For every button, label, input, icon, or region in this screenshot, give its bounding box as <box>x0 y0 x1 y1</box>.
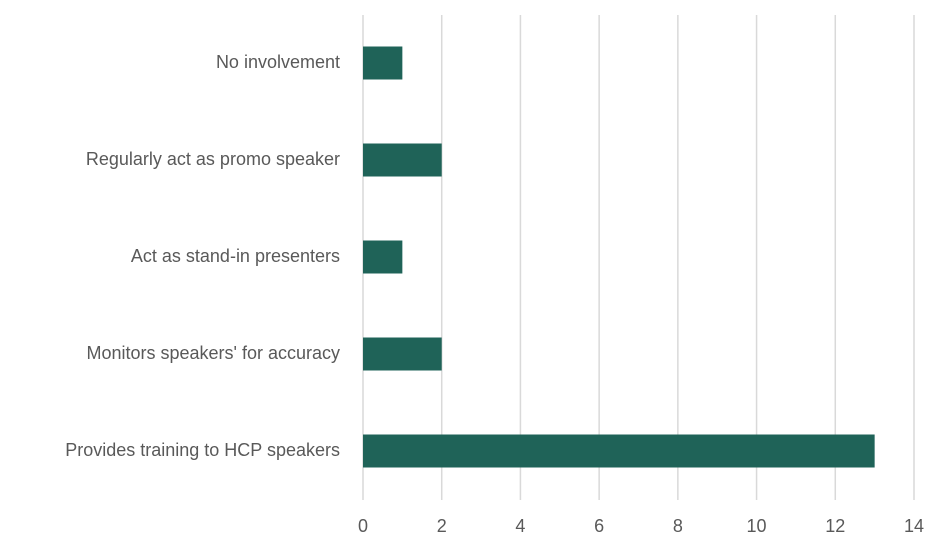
x-tick-label: 8 <box>673 516 683 536</box>
bar <box>363 337 442 371</box>
x-tick-label: 10 <box>747 516 767 536</box>
x-tick-label: 4 <box>515 516 525 536</box>
y-tick-label: Monitors speakers' for accuracy <box>86 343 340 363</box>
x-tick-label: 12 <box>825 516 845 536</box>
y-tick-label: No involvement <box>216 52 340 72</box>
y-tick-label: Provides training to HCP speakers <box>65 440 340 460</box>
x-tick-label: 2 <box>437 516 447 536</box>
y-tick-label: Regularly act as promo speaker <box>86 149 340 169</box>
x-tick-label: 6 <box>594 516 604 536</box>
x-tick-label: 0 <box>358 516 368 536</box>
x-tick-label: 14 <box>904 516 924 536</box>
bar <box>363 46 403 80</box>
y-tick-label: Act as stand-in presenters <box>131 246 340 266</box>
bar <box>363 143 442 177</box>
bar <box>363 240 403 274</box>
bar <box>363 434 875 468</box>
